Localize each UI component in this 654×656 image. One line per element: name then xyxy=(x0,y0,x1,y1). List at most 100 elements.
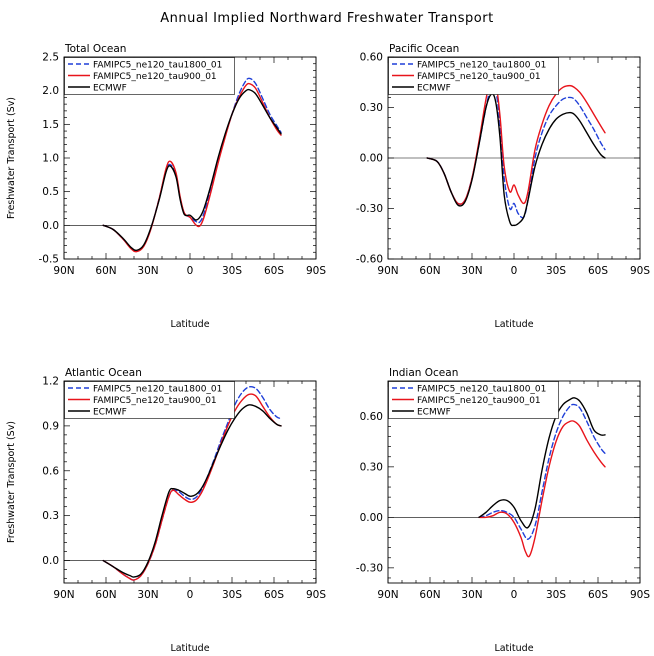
x-tick-label: 30N xyxy=(137,589,158,601)
x-tick-label: 90S xyxy=(630,589,650,601)
legend: FAMIPC5_ne120_tau1800_01 FAMIPC5_ne120_ta… xyxy=(64,381,235,419)
panel-title: Pacific Ocean xyxy=(389,43,459,55)
series-line-famipc5-ne120-tau1800-01 xyxy=(478,403,606,540)
series-line-ecmwf xyxy=(102,404,282,578)
figure-title: Annual Implied Northward Freshwater Tran… xyxy=(160,11,493,26)
x-tick-label: 90N xyxy=(53,265,74,277)
y-tick-label: 0.30 xyxy=(360,102,383,114)
legend: FAMIPC5_ne120_tau1800_01 FAMIPC5_ne120_ta… xyxy=(388,381,559,419)
series-group xyxy=(426,75,606,227)
legend: FAMIPC5_ne120_tau1800_01 FAMIPC5_ne120_ta… xyxy=(64,57,235,95)
y-tick-label: 1.2 xyxy=(42,376,59,388)
plot-frame xyxy=(63,56,317,260)
x-tick-label: 30S xyxy=(546,589,566,601)
x-tick-label: 0 xyxy=(187,589,194,601)
x-tick-label: 60N xyxy=(95,265,116,277)
legend-box xyxy=(388,381,559,419)
series-line-ecmwf xyxy=(426,93,606,227)
x-tick-label: 90N xyxy=(377,589,398,601)
x-tick-label: 60S xyxy=(588,265,608,277)
legend-label: FAMIPC5_ne120_tau900_01 xyxy=(417,396,541,406)
x-tick-label: 60S xyxy=(264,589,284,601)
legend-box xyxy=(64,381,235,419)
x-tick-label: 90N xyxy=(53,589,74,601)
series-line-famipc5-ne120-tau900-01 xyxy=(478,420,606,558)
x-tick-label: 0 xyxy=(511,265,518,277)
x-tick-label: 90N xyxy=(377,265,398,277)
y-tick-label: 2.5 xyxy=(42,52,59,64)
y-tick-label: 0.60 xyxy=(360,411,383,423)
legend-box xyxy=(388,57,559,95)
x-tick-label: 60N xyxy=(419,265,440,277)
y-tick-label: 0.3 xyxy=(42,510,59,522)
y-axis-label: Freshwater Transport (Sv) xyxy=(6,97,17,219)
x-tick-label: 0 xyxy=(511,589,518,601)
legend-label: FAMIPC5_ne120_tau1800_01 xyxy=(417,60,546,70)
plot-frame xyxy=(63,380,317,584)
legend-label: FAMIPC5_ne120_tau1800_01 xyxy=(93,384,222,394)
x-tick-label: 30S xyxy=(222,589,242,601)
x-tick-label: 90S xyxy=(630,265,650,277)
panel-total-ocean: Total Ocean 90N 60N 30N 0 30S 60S 90S -0.5 0.0 0.… xyxy=(6,43,326,330)
y-tick-label: 0.00 xyxy=(360,512,383,524)
legend-label: FAMIPC5_ne120_tau900_01 xyxy=(93,72,217,82)
series-line-famipc5-ne120-tau900-01 xyxy=(102,82,282,253)
x-axis-label: Latitude xyxy=(170,643,209,654)
panel-atlantic-ocean: Atlantic Ocean 90N 60N 30N 0 30S 60S 90S 0.0 0.3… xyxy=(6,367,326,654)
series-line-famipc5-ne120-tau900-01 xyxy=(102,393,282,581)
legend-label: FAMIPC5_ne120_tau900_01 xyxy=(93,396,217,406)
plot-frame xyxy=(387,380,641,584)
x-tick-label: 60N xyxy=(95,589,116,601)
legend-label: ECMWF xyxy=(93,83,127,93)
y-tick-label: 0.5 xyxy=(42,186,59,198)
legend: FAMIPC5_ne120_tau1800_01 FAMIPC5_ne120_ta… xyxy=(388,57,559,95)
x-axis-label: Latitude xyxy=(494,319,533,330)
y-tick-label: 0.0 xyxy=(42,555,59,567)
panel-pacific-ocean: Pacific Ocean 90N 60N 30N 0 30S 60S 90S -0.60 -0… xyxy=(356,43,651,330)
y-tick-label: 0.30 xyxy=(360,461,383,473)
y-tick-label: -0.60 xyxy=(356,254,383,266)
y-tick-label: 1.5 xyxy=(42,119,59,131)
x-tick-label: 90S xyxy=(306,265,326,277)
x-axis-label: Latitude xyxy=(494,643,533,654)
y-tick-label: 1.0 xyxy=(42,153,59,165)
panel-title: Indian Ocean xyxy=(389,367,458,379)
y-tick-label: 0.0 xyxy=(42,220,59,232)
panel-title: Total Ocean xyxy=(64,43,126,55)
series-group xyxy=(102,385,282,581)
legend-label: FAMIPC5_ne120_tau900_01 xyxy=(417,72,541,82)
x-tick-label: 90S xyxy=(306,589,326,601)
series-line-famipc5-ne120-tau900-01 xyxy=(426,75,606,205)
y-tick-label: -0.30 xyxy=(356,203,383,215)
plot-frame xyxy=(387,56,641,260)
y-tick-label: 0.6 xyxy=(42,465,59,477)
series-line-ecmwf xyxy=(478,397,606,529)
legend-box xyxy=(64,57,235,95)
panel-indian-ocean: Indian Ocean 90N 60N 30N 0 30S 60S 90S -0.30 0.0… xyxy=(356,367,651,654)
y-axis-label: Freshwater Transport (Sv) xyxy=(6,421,17,543)
x-tick-label: 60S xyxy=(264,265,284,277)
x-tick-label: 30N xyxy=(137,265,158,277)
panel-title: Atlantic Ocean xyxy=(65,367,142,379)
y-tick-label: -0.30 xyxy=(356,562,383,574)
series-group xyxy=(478,397,606,558)
x-tick-label: 30S xyxy=(546,265,566,277)
x-tick-label: 60N xyxy=(419,589,440,601)
legend-label: FAMIPC5_ne120_tau1800_01 xyxy=(93,60,222,70)
y-tick-label: 0.60 xyxy=(360,52,383,64)
x-tick-label: 0 xyxy=(187,265,194,277)
y-tick-label: 2.0 xyxy=(42,85,59,97)
x-tick-label: 30N xyxy=(461,265,482,277)
y-tick-label: 0.00 xyxy=(360,153,383,165)
legend-label: ECMWF xyxy=(93,407,127,417)
legend-label: ECMWF xyxy=(417,407,451,417)
legend-label: FAMIPC5_ne120_tau1800_01 xyxy=(417,384,546,394)
x-tick-label: 30S xyxy=(222,265,242,277)
x-tick-label: 30N xyxy=(461,589,482,601)
series-line-ecmwf xyxy=(102,88,282,252)
x-tick-label: 60S xyxy=(588,589,608,601)
y-tick-label: -0.5 xyxy=(39,254,60,266)
y-tick-label: 0.9 xyxy=(42,420,59,432)
x-axis-label: Latitude xyxy=(170,319,209,330)
series-group xyxy=(102,77,282,253)
